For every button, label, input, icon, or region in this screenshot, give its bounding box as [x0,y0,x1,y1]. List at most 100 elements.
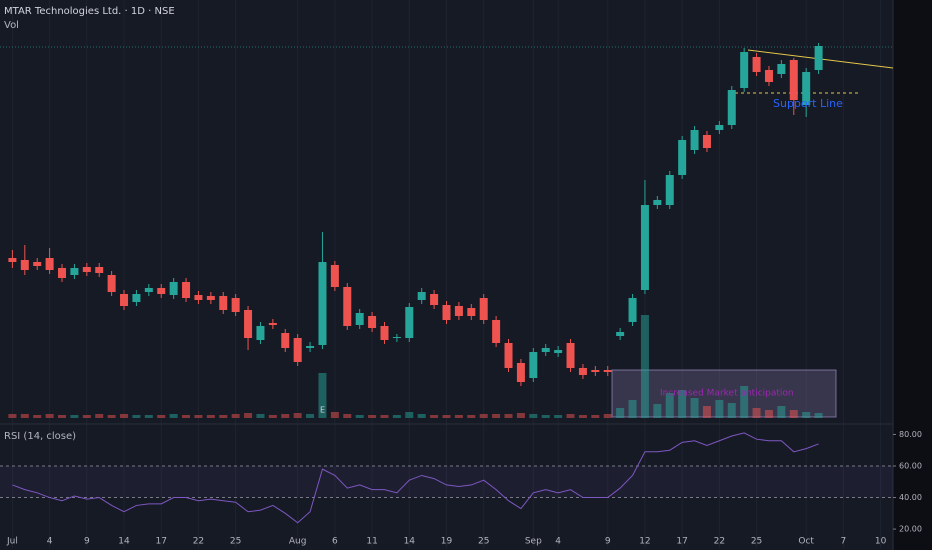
candle-body [293,338,302,362]
volume-bar [306,414,315,418]
volume-bar [752,408,761,418]
volume-bar [566,414,575,418]
candle-body [566,343,575,368]
candle-body [653,200,662,205]
candle-body [318,262,327,345]
volume-bar [58,415,67,418]
candle-body [640,205,649,290]
volume-label: Vol [4,20,19,31]
earnings-marker: E [320,406,325,415]
x-tick-label: 22 [193,537,204,547]
volume-bar [802,412,811,418]
x-tick-label: 17 [676,537,687,547]
x-tick-label: 7 [841,537,847,547]
volume-bar [330,412,339,418]
volume-bar [33,415,42,418]
candle-body [20,260,29,270]
x-tick-label: 6 [332,537,338,547]
candle-body [256,326,265,340]
volume-bar [268,415,277,418]
volume-bar [789,410,798,418]
candle-body [95,267,104,273]
x-tick-label: 10 [875,537,887,547]
candle-body [194,295,203,300]
volume-bar [516,413,525,418]
volume-bar [442,415,451,418]
y-tick-label: 80.00 [899,430,922,439]
candle-body [702,135,711,148]
candle-body [603,370,612,372]
candle-body [392,337,401,338]
volume-bar [467,415,476,418]
volume-bar [256,414,265,418]
volume-bar [45,414,54,418]
volume-bar [157,415,166,418]
volume-bar [194,415,203,418]
candle-body [454,306,463,316]
volume-bar [715,400,724,418]
candle-body [132,294,141,302]
candle-body [144,288,153,292]
candle-body [430,294,439,305]
candle-body [492,320,501,343]
y-tick-label: 40.00 [899,493,922,502]
candle-body [541,348,550,352]
volume-bar [678,390,687,418]
volume-bar [392,415,401,418]
x-tick-label: 9 [605,537,611,547]
candle-body [355,313,364,325]
candle-body [504,343,513,368]
volume-bar [318,373,327,418]
volume-bar [244,413,253,418]
candle-body [591,370,600,372]
volume-bar [293,413,302,418]
volume-bar [355,415,364,418]
volume-bar [814,413,823,418]
volume-bar [764,410,773,418]
volume-bar [206,415,215,418]
candle-body [219,296,228,310]
candle-body [616,332,625,336]
volume-bar [380,415,389,418]
candle-body [45,258,54,270]
x-tick-label: 17 [156,537,167,547]
volume-bar [144,415,153,418]
x-tick-label: Sep [525,537,542,547]
volume-bar [504,414,513,418]
volume-bar [554,415,563,418]
candle-body [244,310,253,338]
candle-body [281,333,290,348]
volume-bar [616,408,625,418]
candle-body [330,265,339,287]
candle-body [268,323,277,325]
candle-body [169,282,178,295]
volume-bar [541,415,550,418]
volume-bar [603,414,612,418]
volume-bar [182,415,191,418]
x-tick-label: 14 [404,537,416,547]
rsi-band [0,466,893,498]
volume-bar [281,414,290,418]
candle-body [678,140,687,175]
volume-bar [628,400,637,418]
candle-body [814,46,823,70]
volume-bar [702,406,711,418]
volume-bar [591,415,600,418]
x-tick-label: 14 [118,537,130,547]
volume-bar [107,415,116,418]
annotation-text: Increased Market anticipation [660,389,794,399]
candle-body [479,298,488,320]
volume-bar [120,414,129,418]
candle-body [789,60,798,100]
volume-bar [740,386,749,418]
volume-bar [479,414,488,418]
volume-bar [640,315,649,418]
volume-bar [20,414,29,418]
candle-body [777,64,786,74]
volume-bar [690,398,699,418]
x-tick-label: Aug [289,537,307,547]
candle-body [33,262,42,266]
rsi-title: RSI (14, close) [4,431,76,442]
volume-bar [169,414,178,418]
candle-body [554,350,563,353]
